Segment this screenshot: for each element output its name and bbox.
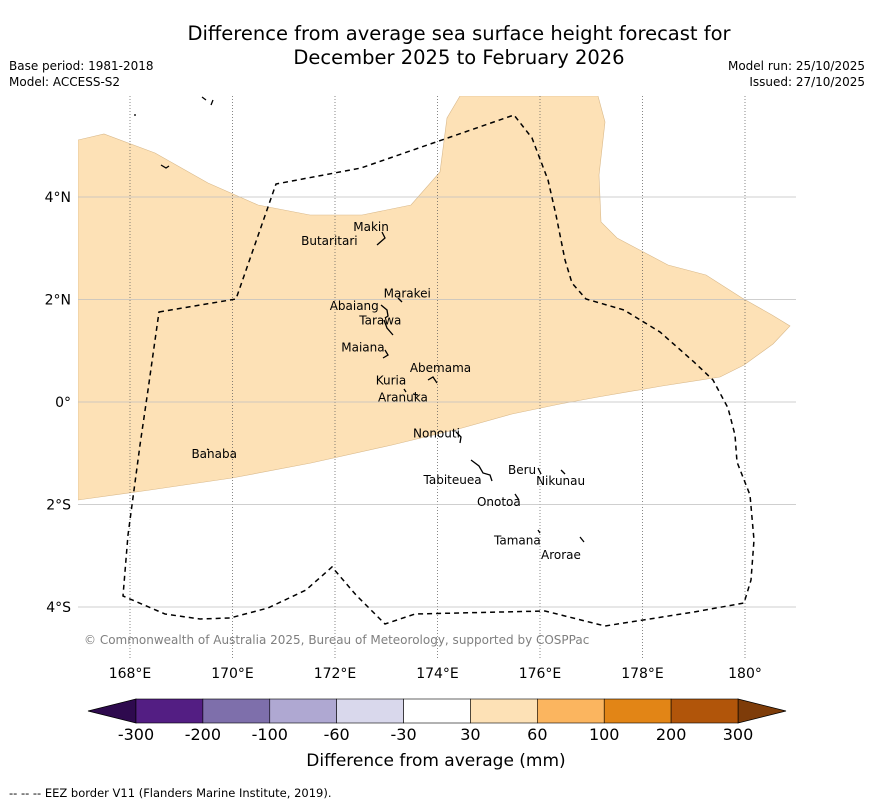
island-nw-2 xyxy=(160,164,170,169)
anomaly-region-30-60 xyxy=(78,96,791,501)
title-line-1: Difference from average sea surface heig… xyxy=(187,22,731,45)
colorbar-bin xyxy=(603,698,672,724)
model-name: Model: ACCESS-S2 xyxy=(9,75,121,89)
y-tick-label: 2°N xyxy=(45,293,71,309)
island-label-beru: Beru xyxy=(508,463,536,477)
copyright-text: © Commonwealth of Australia 2025, Bureau… xyxy=(84,633,589,647)
island-label-arorae: Arorae xyxy=(541,548,581,562)
y-tick-label: 4°S xyxy=(46,600,71,616)
island-label-tarawa: Tarawa xyxy=(358,313,401,327)
island-nw-3 xyxy=(201,96,207,101)
graticule xyxy=(78,96,796,660)
colorbar-bin xyxy=(537,698,605,724)
eez-footnote: -- -- -- EEZ border V11 (Flanders Marine… xyxy=(9,786,332,800)
island-label-nikunau: Nikunau xyxy=(536,474,585,488)
island-nonouti xyxy=(455,431,462,444)
header-right: Model run: 25/10/2025 Issued: 27/10/2025 xyxy=(728,58,865,90)
island-label-abaiang: Abaiang xyxy=(330,299,379,313)
island-label-marakei: Marakei xyxy=(384,287,431,301)
colorbar-bin xyxy=(269,698,337,724)
island-beru xyxy=(537,467,542,475)
island-abemama xyxy=(427,376,438,384)
title-line-2: December 2025 to February 2026 xyxy=(293,46,625,69)
island-kuria xyxy=(403,388,407,393)
colorbar-bin xyxy=(403,698,471,724)
colorbar-tick-label: 100 xyxy=(589,725,620,744)
island-label-banaba: Banaba xyxy=(191,447,237,461)
colorbar-tick-label: 30 xyxy=(460,725,480,744)
y-tick-label: 2°S xyxy=(46,498,71,514)
y-tick-label: 0° xyxy=(55,395,71,411)
island-nw-4 xyxy=(210,99,214,106)
island-makin xyxy=(376,231,386,246)
colorbar-tick-label: -300 xyxy=(118,725,154,744)
colorbar-bin xyxy=(202,698,271,724)
island-aranuka xyxy=(412,393,419,396)
island-abaiang xyxy=(380,304,389,319)
colorbar-tick-label: -30 xyxy=(390,725,416,744)
x-tick-label: 178°E xyxy=(621,666,664,682)
colorbar-tick-label: 200 xyxy=(656,725,687,744)
island-label-makin: Makin xyxy=(353,220,389,234)
island-tarawa xyxy=(383,319,394,336)
island-label-nonouti: Nonouti xyxy=(413,426,460,440)
model-run: Model run: 25/10/2025 xyxy=(727,59,865,73)
island-label-onotoa: Onotoa xyxy=(477,495,521,509)
x-tick-label: 176°E xyxy=(519,666,562,682)
colorbar-tick-label: -200 xyxy=(185,725,221,744)
island-arorae xyxy=(579,536,585,543)
island-label-tabiteuea: Tabiteuea xyxy=(423,473,482,487)
colorbar: -300 -200 -100 -60 -30 30 60 100 200 300 xyxy=(87,698,787,744)
island-outlines xyxy=(134,96,585,543)
island-label-butaritari: Butaritari xyxy=(301,234,358,248)
colorbar-tick-label: 60 xyxy=(527,725,547,744)
colorbar-bin xyxy=(135,698,204,724)
issued-date: Issued: 27/10/2025 xyxy=(749,75,865,89)
island-tamana xyxy=(537,529,541,534)
x-tick-label: 174°E xyxy=(416,666,459,682)
x-tick-label: 180° xyxy=(728,666,762,682)
island-onotoa xyxy=(514,493,520,501)
island-nikunau xyxy=(560,469,566,475)
colorbar-bin xyxy=(670,698,739,724)
colorbar-over-arrow xyxy=(737,698,787,724)
colorbar-tick-label: -100 xyxy=(252,725,288,744)
colorbar-tick-label: -60 xyxy=(324,725,350,744)
colorbar-under-arrow xyxy=(87,698,137,724)
colorbar-label: Difference from average (mm) xyxy=(306,751,565,771)
eez-border xyxy=(122,114,755,627)
x-tick-label: 170°E xyxy=(211,666,254,682)
base-period: Base period: 1981-2018 xyxy=(9,59,154,73)
x-tick-label: 168°E xyxy=(109,666,152,682)
x-tick-label: 172°E xyxy=(314,666,357,682)
island-label-abemama: Abemama xyxy=(410,361,471,375)
colorbar-bin xyxy=(336,698,404,724)
island-maiana xyxy=(382,349,389,359)
y-tick-label: 4°N xyxy=(45,190,71,206)
island-marakei xyxy=(397,297,403,303)
colorbar-tick-label: 300 xyxy=(723,725,754,744)
island-label-aranuka: Aranuka xyxy=(378,390,428,404)
island-label-kuria: Kuria xyxy=(376,374,407,388)
map-title: Difference from average sea surface heig… xyxy=(0,22,873,70)
header-left: Base period: 1981-2018 Model: ACCESS-S2 xyxy=(9,58,154,90)
colorbar-bin xyxy=(470,698,538,724)
island-banaba xyxy=(206,448,210,451)
island-tabiteuea xyxy=(470,459,493,482)
axis-labels: 168°E 170°E 172°E 174°E 176°E 178°E 180° 4°N 2°N… xyxy=(45,190,762,682)
island-label-tamana: Tamana xyxy=(493,534,541,548)
island-label-maiana: Maiana xyxy=(341,340,384,354)
